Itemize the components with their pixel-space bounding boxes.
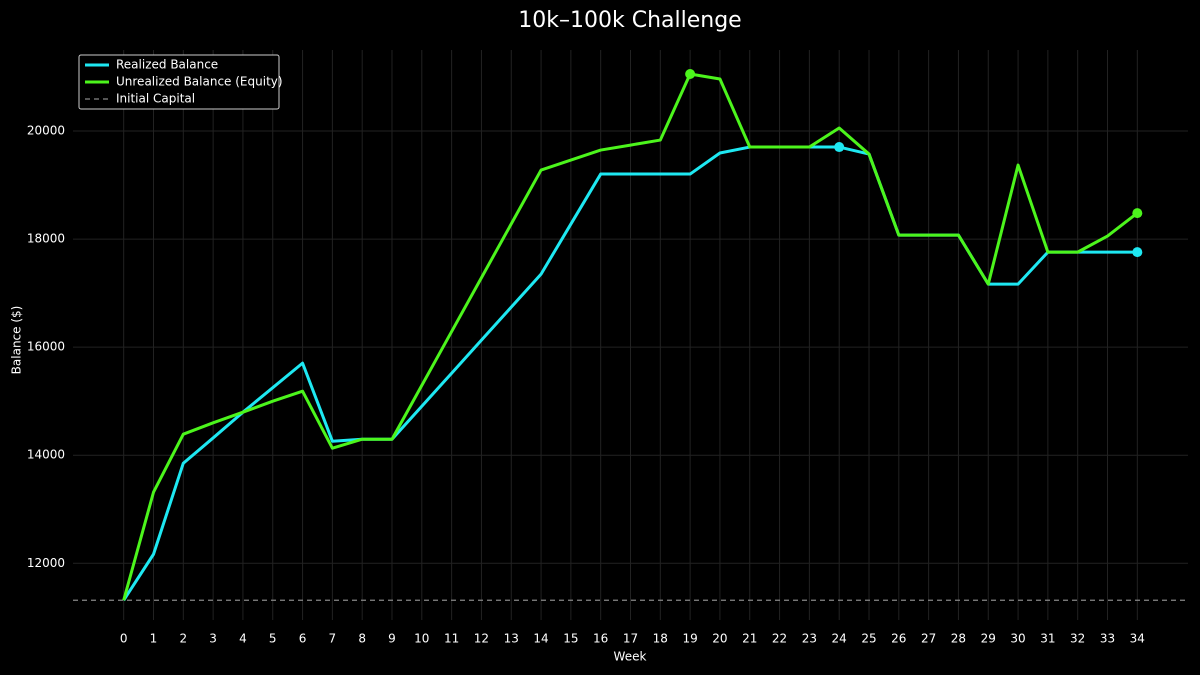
y-tick-label: 18000	[27, 232, 65, 246]
x-tick-label: 16	[593, 632, 608, 646]
x-tick-label: 15	[563, 632, 578, 646]
x-tick-label: 4	[239, 632, 247, 646]
y-tick-label: 14000	[27, 448, 65, 462]
chart-title: 10k–100k Challenge	[518, 8, 741, 33]
point-marker	[1132, 247, 1143, 258]
legend-label: Realized Balance	[116, 58, 218, 72]
x-tick-label: 19	[682, 632, 697, 646]
x-tick-label: 33	[1100, 632, 1115, 646]
x-tick-label: 28	[951, 632, 966, 646]
y-tick-label: 16000	[27, 340, 65, 354]
x-tick-label: 24	[832, 632, 847, 646]
x-tick-label: 30	[1010, 632, 1025, 646]
point-marker	[834, 142, 845, 153]
x-tick-label: 13	[504, 632, 519, 646]
x-tick-label: 26	[891, 632, 906, 646]
y-axis-label: Balance ($)	[10, 306, 24, 375]
x-tick-label: 2	[179, 632, 187, 646]
x-tick-label: 5	[269, 632, 277, 646]
legend-label: Unrealized Balance (Equity)	[116, 75, 283, 89]
x-tick-label: 11	[444, 632, 459, 646]
x-tick-label: 27	[921, 632, 936, 646]
x-tick-label: 10	[414, 632, 429, 646]
x-tick-label: 0	[120, 632, 128, 646]
legend-frame	[78, 54, 280, 110]
x-tick-label: 3	[209, 632, 217, 646]
x-tick-label: 31	[1040, 632, 1055, 646]
x-tick-label: 12	[474, 632, 489, 646]
x-tick-label: 18	[653, 632, 668, 646]
x-tick-label: 23	[802, 632, 817, 646]
legend: Realized Balance Unrealized Balance (Equi…	[78, 54, 283, 110]
x-tick-label: 1	[150, 632, 158, 646]
point-marker	[685, 68, 696, 79]
series-line	[122, 72, 1139, 601]
x-tick-label: 6	[299, 632, 307, 646]
x-tick-label: 8	[358, 632, 366, 646]
x-tick-label: 34	[1130, 632, 1145, 646]
x-tick-label: 20	[712, 632, 727, 646]
y-tick-label: 12000	[27, 556, 65, 570]
point-marker	[1132, 208, 1143, 219]
x-tick-label: 21	[742, 632, 757, 646]
x-tick-label: 9	[388, 632, 396, 646]
legend-label: Initial Capital	[116, 92, 195, 106]
x-tick-label: 7	[329, 632, 337, 646]
x-tick-label: 14	[533, 632, 548, 646]
x-tick-label: 25	[861, 632, 876, 646]
x-tick-label: 22	[772, 632, 787, 646]
x-tick-label: 32	[1070, 632, 1085, 646]
y-tick-label: 20000	[27, 124, 65, 138]
x-tick-label: 29	[981, 632, 996, 646]
x-tick-label: 17	[623, 632, 638, 646]
x-axis-label: Week	[614, 650, 647, 664]
